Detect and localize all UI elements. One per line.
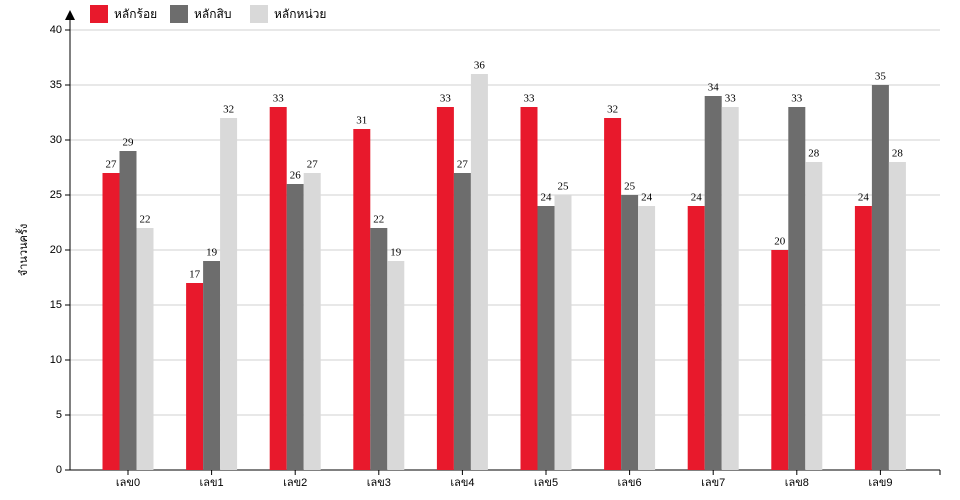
- x-tick-label: เลข5: [534, 477, 558, 489]
- bar: [704, 96, 722, 470]
- y-tick-label: 20: [50, 244, 62, 256]
- legend-label: หลักสิบ: [194, 7, 231, 21]
- value-label: 27: [457, 159, 469, 171]
- value-label: 19: [390, 247, 402, 259]
- bar: [621, 195, 639, 470]
- y-tick-label: 10: [50, 354, 62, 366]
- value-label: 24: [858, 192, 870, 204]
- bar: [203, 261, 221, 470]
- x-tick-label: เลข6: [618, 477, 642, 489]
- legend-swatch: [170, 5, 188, 23]
- value-label: 25: [624, 181, 636, 193]
- y-tick-label: 0: [56, 464, 62, 476]
- value-label: 29: [123, 137, 135, 149]
- value-label: 27: [106, 159, 118, 171]
- y-tick-label: 15: [50, 299, 62, 311]
- x-tick-label: เลข3: [367, 477, 391, 489]
- bar: [604, 118, 622, 470]
- value-label: 28: [892, 148, 904, 160]
- value-label: 34: [708, 82, 720, 94]
- bar: [186, 283, 204, 470]
- legend-label: หลักหน่วย: [274, 7, 326, 21]
- x-tick-label: เลข2: [283, 477, 307, 489]
- value-label: 24: [541, 192, 553, 204]
- x-tick-label: เลข8: [785, 477, 809, 489]
- value-label: 32: [607, 104, 618, 116]
- x-tick-label: เลข9: [868, 477, 892, 489]
- y-tick-label: 40: [50, 24, 62, 36]
- y-tick-label: 35: [50, 79, 62, 91]
- y-tick-label: 30: [50, 134, 62, 146]
- value-label: 32: [223, 104, 234, 116]
- bar: [520, 107, 538, 470]
- bar: [453, 173, 471, 470]
- value-label: 33: [440, 93, 452, 105]
- value-label: 27: [307, 159, 319, 171]
- legend-swatch: [250, 5, 268, 23]
- y-axis-label: จำนวนครั้ง: [15, 224, 30, 276]
- bar: [436, 107, 454, 470]
- value-label: 25: [558, 181, 570, 193]
- x-tick-label: เลข1: [200, 477, 224, 489]
- value-label: 24: [641, 192, 653, 204]
- bar: [554, 195, 572, 470]
- bar: [119, 151, 137, 470]
- value-label: 33: [791, 93, 803, 105]
- value-label: 36: [474, 60, 486, 72]
- bar: [370, 228, 388, 470]
- bar: [353, 129, 371, 470]
- value-label: 19: [206, 247, 218, 259]
- bar: [854, 206, 872, 470]
- x-tick-label: เลข4: [450, 477, 474, 489]
- bar: [871, 85, 889, 470]
- value-label: 17: [189, 269, 201, 281]
- bar: [788, 107, 806, 470]
- x-tick-label: เลข0: [116, 477, 140, 489]
- value-label: 22: [140, 214, 151, 226]
- value-label: 24: [691, 192, 703, 204]
- value-label: 33: [725, 93, 737, 105]
- x-tick-label: เลข7: [701, 477, 725, 489]
- value-label: 20: [774, 236, 786, 248]
- bar: [687, 206, 705, 470]
- value-label: 22: [373, 214, 384, 226]
- bar: [136, 228, 154, 470]
- legend-label: หลักร้อย: [114, 7, 157, 21]
- y-axis-arrow: [65, 10, 75, 20]
- y-tick-label: 5: [56, 409, 62, 421]
- y-tick-label: 25: [50, 189, 62, 201]
- bar: [303, 173, 321, 470]
- bar: [721, 107, 739, 470]
- bar: [638, 206, 656, 470]
- value-label: 33: [524, 93, 536, 105]
- legend-swatch: [90, 5, 108, 23]
- bar: [771, 250, 789, 470]
- value-label: 33: [273, 93, 285, 105]
- value-label: 28: [808, 148, 820, 160]
- bar: [470, 74, 488, 470]
- value-label: 26: [290, 170, 302, 182]
- bar: [537, 206, 555, 470]
- bar: [220, 118, 238, 470]
- bar: [269, 107, 287, 470]
- value-label: 31: [356, 115, 367, 127]
- bar: [387, 261, 405, 470]
- bar: [888, 162, 906, 470]
- bar: [805, 162, 823, 470]
- bar: [286, 184, 304, 470]
- bar: [102, 173, 120, 470]
- value-label: 35: [875, 71, 887, 83]
